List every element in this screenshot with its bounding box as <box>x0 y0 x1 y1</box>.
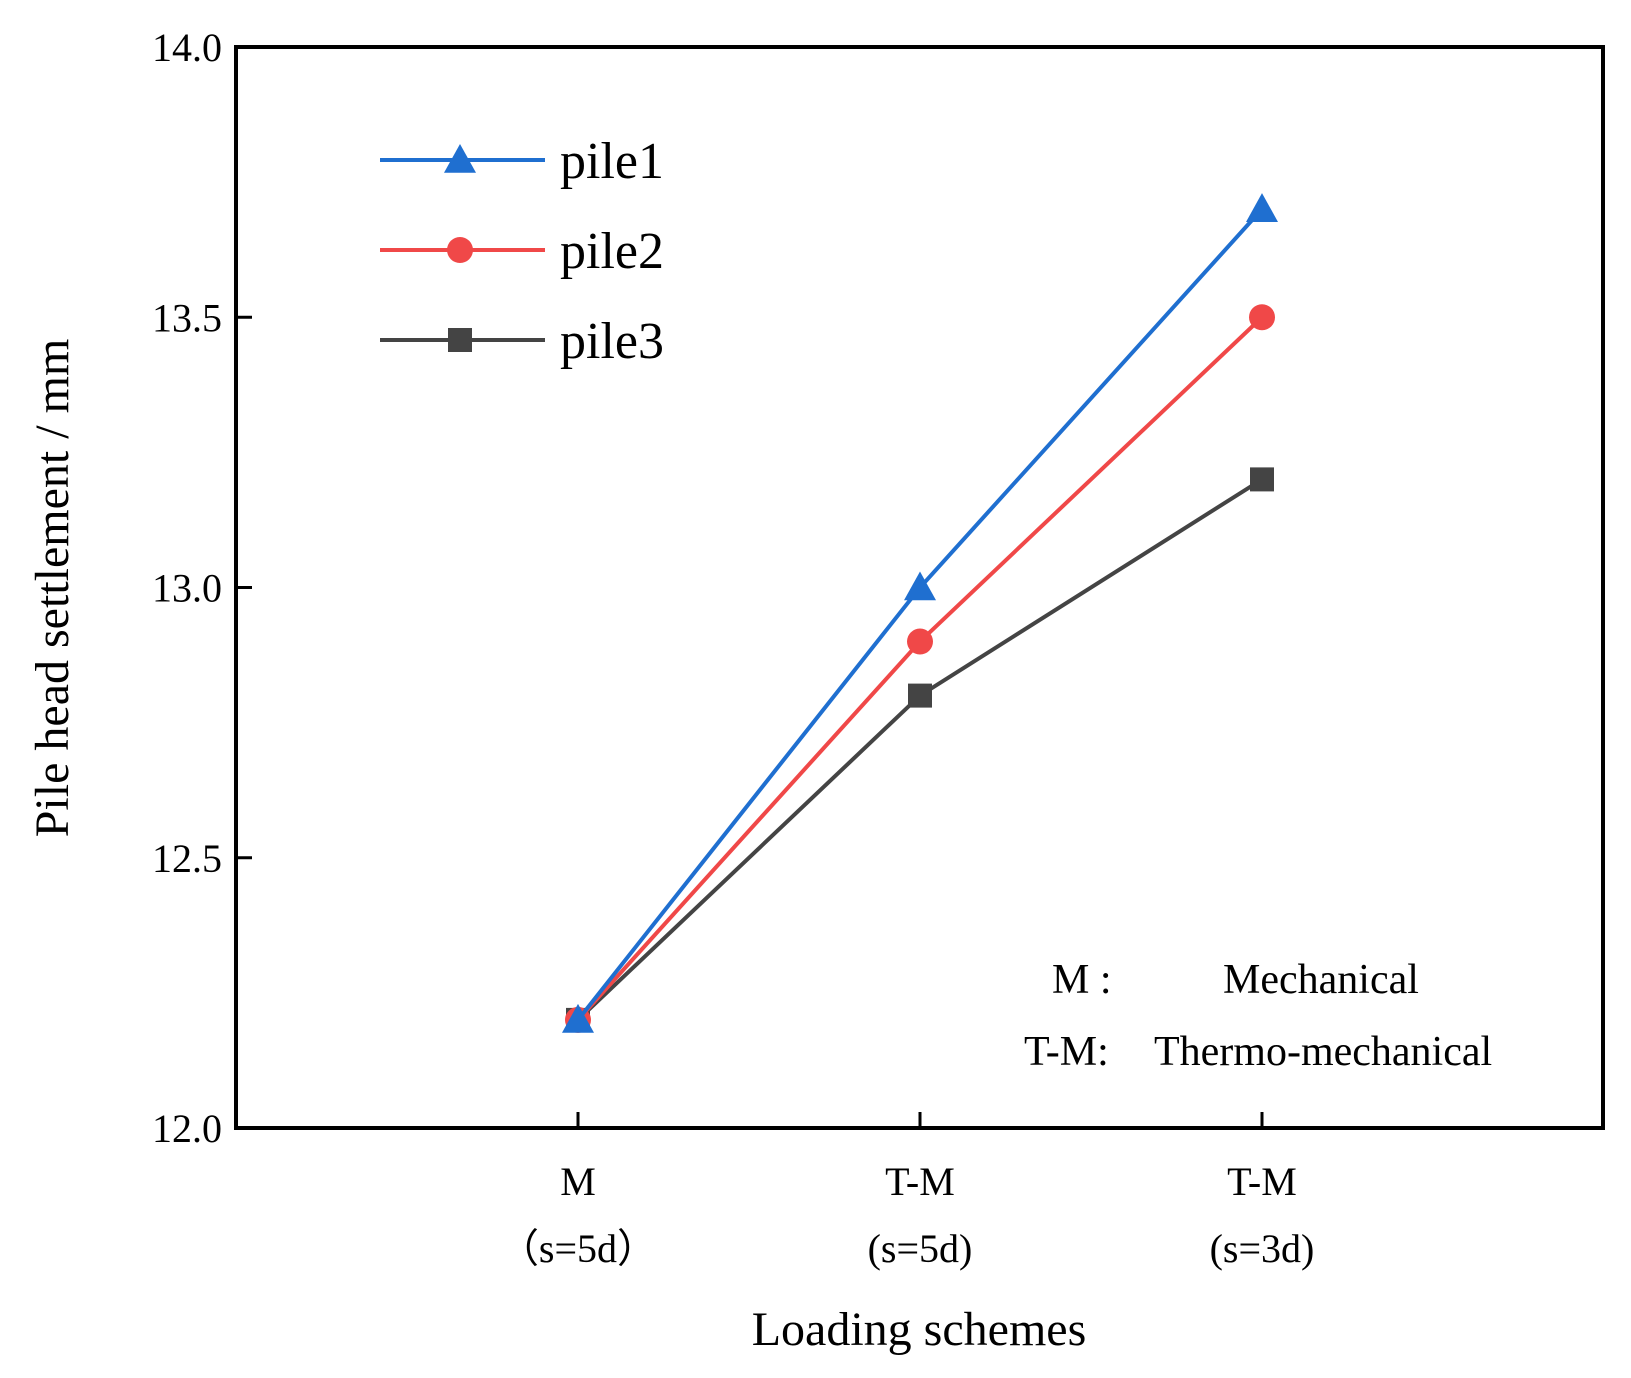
x-tick-sublabel: (s=5d) <box>868 1226 973 1271</box>
legend-label-pile1: pile1 <box>560 133 664 190</box>
annotation-block: M : Mechanical T-M: Thermo-mechanical <box>1024 957 1492 1075</box>
series-layer <box>562 193 1278 1033</box>
series-line-pile1 <box>576 207 1264 1022</box>
annotation-desc-tm: Thermo-mechanical <box>1154 1029 1492 1075</box>
data-point-pile2 <box>907 628 933 655</box>
annotation-key-tm: T-M: <box>1024 1029 1109 1075</box>
y-tick-label: 13.5 <box>152 295 222 340</box>
legend-label-pile2: pile2 <box>560 223 664 280</box>
x-axis: M （s=5d） T-M (s=5d) T-M (s=3d) <box>499 1112 1314 1271</box>
data-point-pile3 <box>908 683 932 708</box>
x-tick-sublabel: (s=3d) <box>1210 1226 1315 1271</box>
x-tick-label: M <box>560 1159 596 1204</box>
y-tick-label: 12.5 <box>152 836 222 881</box>
x-tick-label: T-M <box>885 1159 955 1204</box>
data-point-pile1 <box>562 1003 594 1033</box>
x-axis-title: Loading schemes <box>752 1303 1087 1356</box>
data-point-pile1 <box>1246 193 1278 222</box>
y-tick-label: 13.0 <box>152 566 222 611</box>
legend-marker-pile1 <box>444 144 476 173</box>
legend-label-pile3: pile3 <box>560 313 664 370</box>
y-axis: 12.0 12.5 13.0 13.5 14.0 <box>152 25 252 1151</box>
y-axis-title: Pile head settlement / mm <box>26 339 79 838</box>
data-point-pile2 <box>1249 304 1275 331</box>
legend-marker-pile2 <box>447 237 473 263</box>
x-tick-sublabel: （s=5d） <box>499 1226 657 1271</box>
x-tick-label: T-M <box>1227 1159 1297 1204</box>
series-line-pile3 <box>576 477 1264 1022</box>
y-tick-label: 14.0 <box>152 25 222 70</box>
legend: pile1 pile2 pile3 <box>380 133 664 370</box>
annotation-key-m: M : <box>1052 957 1112 1003</box>
data-point-pile3 <box>1250 467 1274 492</box>
annotation-desc-m: Mechanical <box>1223 957 1419 1003</box>
data-point-pile1 <box>904 571 936 601</box>
legend-marker-pile3 <box>448 328 472 352</box>
series-line-pile2 <box>576 315 1264 1022</box>
y-tick-label: 12.0 <box>152 1106 222 1151</box>
